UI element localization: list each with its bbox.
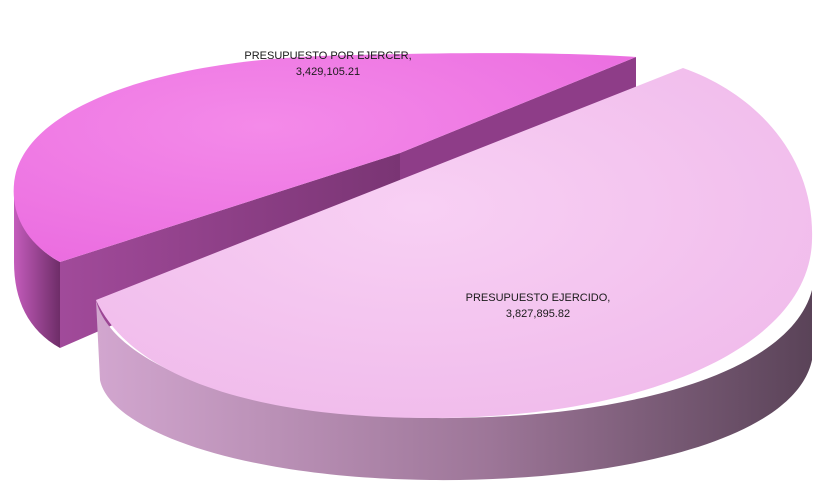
label-ejercido-name: PRESUPUESTO EJERCIDO, (466, 292, 611, 304)
label-presupuesto-ejercido: PRESUPUESTO EJERCIDO, 3,827,895.82 (466, 292, 611, 320)
slice-ejercido-top (96, 68, 813, 418)
label-por-ejercer-value: 3,429,105.21 (296, 66, 360, 78)
label-presupuesto-por-ejercer: PRESUPUESTO POR EJERCER, 3,429,105.21 (244, 50, 411, 78)
slice-por-ejercer-front-wall (14, 178, 60, 348)
slice-presupuesto-ejercido (96, 68, 813, 481)
slice-ejercido-side-wall (96, 290, 812, 481)
slice-por-ejercer-top (13, 53, 636, 262)
label-por-ejercer-name: PRESUPUESTO POR EJERCER, (244, 50, 411, 62)
label-ejercido-value: 3,827,895.82 (506, 308, 570, 320)
